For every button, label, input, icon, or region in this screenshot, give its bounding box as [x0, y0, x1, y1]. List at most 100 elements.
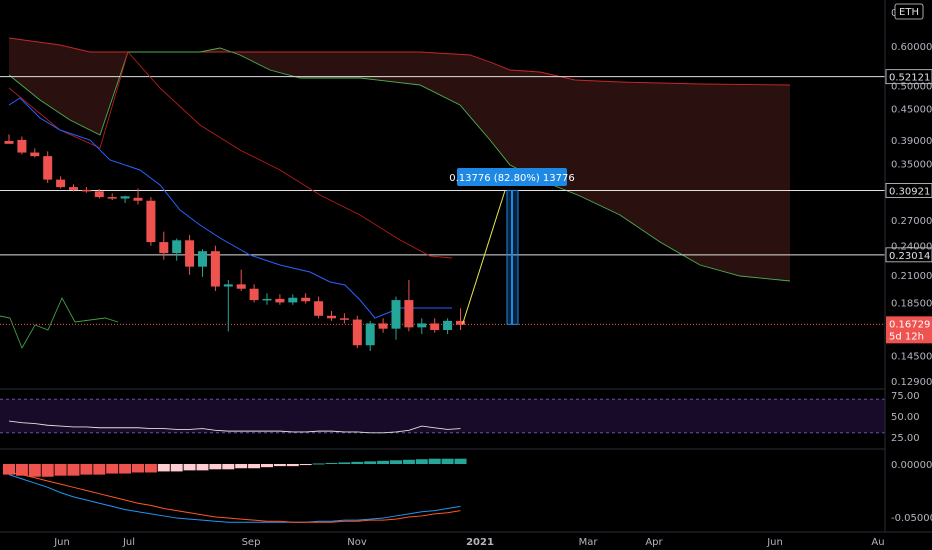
macd-histogram-bar — [235, 464, 248, 469]
candle-body — [314, 301, 324, 316]
macd-histogram-bar — [428, 458, 441, 464]
last-price-label: 0.16729 — [889, 319, 930, 330]
candle-down — [159, 231, 169, 260]
candle-body — [327, 315, 336, 319]
time-tick-label: Sep — [242, 537, 261, 548]
macd-histogram-bar — [3, 464, 15, 475]
candle-down — [339, 313, 349, 324]
candle-up — [262, 293, 272, 305]
macd-histogram-bar — [209, 464, 222, 470]
macd-signal-line — [8, 471, 461, 523]
macd-tick-label: -0.05000 — [891, 513, 932, 524]
macd-pane: 0.00000 -0.05000 — [3, 458, 932, 524]
time-tick-label: 2021 — [466, 537, 494, 548]
time-tick-label: Apr — [645, 537, 663, 548]
macd-histogram-bar — [170, 464, 183, 472]
rsi-tick-label: 50.00 — [891, 412, 920, 423]
candle-body — [210, 251, 220, 287]
macd-histogram-bar — [157, 464, 170, 472]
candle-down — [430, 318, 440, 333]
macd-histogram-bar — [454, 458, 467, 464]
candle-body — [339, 318, 349, 320]
candle-body — [275, 298, 285, 303]
candle-body — [107, 197, 117, 199]
chikou-span-line — [0, 296, 119, 350]
candle-body — [133, 197, 143, 201]
time-tick-label: Mar — [579, 537, 599, 548]
candle-body — [120, 196, 130, 199]
candle-down — [17, 136, 27, 155]
candles — [4, 134, 465, 352]
candle-down — [249, 284, 259, 303]
candle-body — [301, 297, 311, 302]
candle-up — [417, 318, 427, 335]
macd-histogram-bar — [183, 464, 196, 471]
candle-down — [236, 269, 246, 291]
macd-histogram-bar — [28, 464, 41, 477]
candle-up — [391, 296, 401, 340]
candle-down — [378, 318, 388, 333]
price-tick-label: 0.18500 — [891, 298, 932, 309]
rsi-pane: 75.00 50.00 25.00 — [0, 391, 920, 444]
candle-up — [172, 238, 182, 261]
level-price-tag — [885, 183, 932, 198]
macd-histogram-bar — [54, 464, 67, 476]
candle-body — [4, 141, 14, 144]
time-tick-label: Nov — [347, 537, 367, 548]
candle-body — [69, 187, 78, 190]
level-price-tag — [885, 247, 932, 263]
macd-histogram-bar — [312, 463, 325, 465]
macd-histogram-bar — [132, 464, 144, 473]
price-tick-label: 0.21000 — [891, 271, 932, 282]
last-price-countdown: 5d 12h — [889, 331, 924, 342]
candle-body — [81, 189, 91, 192]
candle-down — [56, 176, 66, 189]
price-axis: 0.52121 0.30921 0.23014 0.12900 0.14500 0.185… — [0, 0, 932, 533]
macd-histogram-bar — [80, 464, 93, 475]
candle-up — [223, 280, 233, 332]
level-price-label: 0.30921 — [889, 186, 930, 197]
candle-body — [262, 298, 272, 301]
candle-up — [198, 249, 207, 277]
macd-histogram-bar — [325, 462, 338, 464]
candle-down — [81, 187, 91, 193]
candle-body — [404, 300, 414, 328]
candle-down — [210, 245, 220, 291]
kijun-sen-line — [8, 51, 453, 259]
candle-body — [159, 242, 169, 254]
level-price-label: 0.52121 — [889, 73, 930, 84]
candle-down — [301, 293, 311, 304]
candle-up — [443, 318, 453, 335]
candle-body — [249, 288, 259, 301]
senkou-span-a-line — [8, 37, 791, 86]
candle-up — [288, 294, 298, 305]
ichimoku-lines — [0, 51, 453, 350]
time-axis: Jun Jul Sep Nov 2021 Mar Apr Jun Au — [53, 537, 884, 548]
macd-line — [8, 474, 461, 523]
candle-body — [378, 323, 388, 329]
macd-histogram-bar — [67, 464, 80, 476]
price-tick-label: 0.60000 — [891, 42, 932, 53]
macd-histogram-bar — [390, 460, 402, 464]
symbol-badge — [894, 3, 924, 20]
symbol-badge-label: ETH — [899, 7, 919, 18]
candle-down — [4, 134, 14, 144]
candle-down — [185, 235, 195, 275]
candle-down — [133, 188, 143, 205]
time-tick-label: Jun — [766, 537, 783, 548]
candle-body — [43, 156, 53, 180]
macd-histogram-bar — [338, 462, 351, 464]
price-tick-label: 0.14500 — [891, 352, 932, 363]
candle-down — [314, 296, 324, 319]
macd-histogram-bar — [261, 464, 273, 468]
macd-histogram-bar — [377, 460, 390, 464]
candle-body — [456, 320, 465, 325]
candle-down — [69, 184, 78, 192]
candle-down — [94, 189, 104, 199]
measure-label-box — [457, 168, 567, 186]
candle-body — [223, 284, 233, 287]
price-tick-label: 0.39000 — [891, 136, 932, 147]
candle-up — [120, 195, 130, 203]
candle-body — [236, 284, 246, 289]
